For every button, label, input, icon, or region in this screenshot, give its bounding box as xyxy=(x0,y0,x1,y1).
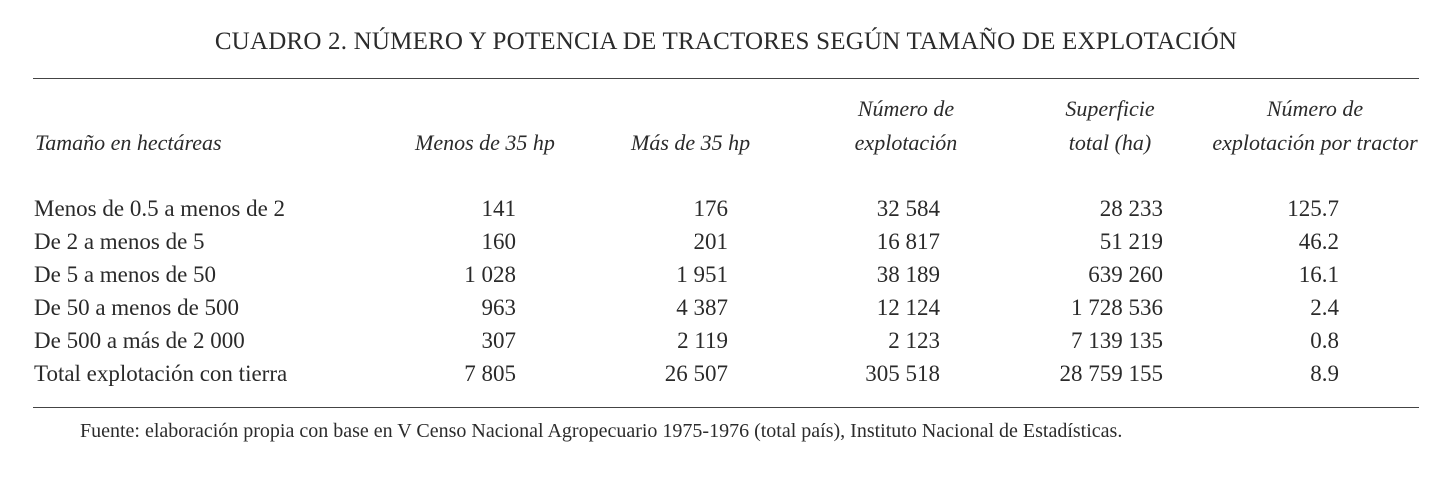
cell-more-35hp: 176 xyxy=(693,196,729,221)
table-row: De 500 a más de 2 000 307 2 119 2 123 7 … xyxy=(0,324,1442,357)
cell-area: 28 233 xyxy=(1099,196,1163,221)
table-row: De 2 a menos de 5 160 201 16 817 51 219 … xyxy=(0,225,1442,258)
row-label: De 500 a más de 2 000 xyxy=(34,328,245,353)
table-row-total: Total explotación con tierra 7 805 26 50… xyxy=(0,357,1442,390)
header-size: Tamaño en hectáreas xyxy=(35,130,222,155)
cell-per-tractor: 0.8 xyxy=(1310,328,1339,353)
cell-more-35hp: 1 951 xyxy=(676,262,728,287)
row-label: De 2 a menos de 5 xyxy=(34,229,205,254)
bottom-rule xyxy=(33,407,1419,408)
cell-more-35hp: 201 xyxy=(693,229,729,254)
cell-farms: 2 123 xyxy=(888,328,940,353)
cell-less-35hp: 963 xyxy=(481,295,517,320)
row-label: Menos de 0.5 a menos de 2 xyxy=(34,196,286,221)
header-farms-line1: Número de xyxy=(857,96,955,121)
cell-farms: 16 817 xyxy=(876,229,940,254)
cell-farms: 12 124 xyxy=(876,295,940,320)
header-more-35hp: Más de 35 hp xyxy=(631,130,751,155)
table-title: CUADRO 2. NÚMERO Y POTENCIA DE TRACTORES… xyxy=(214,28,1238,55)
cell-per-tractor: 125.7 xyxy=(1287,196,1339,221)
table-row: De 50 a menos de 500 963 4 387 12 124 1 … xyxy=(0,291,1442,324)
cell-more-35hp: 4 387 xyxy=(676,295,728,320)
cell-area: 7 139 135 xyxy=(1071,328,1163,353)
row-label: De 50 a menos de 500 xyxy=(34,295,240,320)
header-farms-line2: explotación xyxy=(854,130,958,155)
header-area-line1: Superficie xyxy=(1065,96,1155,121)
header-per-tractor-line2: explotación por tractor xyxy=(1212,130,1418,155)
cell-area: 51 219 xyxy=(1099,229,1163,254)
cell-farms: 38 189 xyxy=(876,262,940,287)
cell-per-tractor: 16.1 xyxy=(1298,262,1339,287)
cell-area: 28 759 155 xyxy=(1059,361,1164,386)
cell-per-tractor: 2.4 xyxy=(1310,295,1339,320)
cell-farms: 305 518 xyxy=(865,361,940,386)
table-row: Menos de 0.5 a menos de 2 141 176 32 584… xyxy=(0,192,1442,225)
top-rule xyxy=(33,78,1419,79)
cell-more-35hp: 2 119 xyxy=(677,328,728,353)
cell-area: 1 728 536 xyxy=(1071,295,1163,320)
cell-less-35hp: 307 xyxy=(481,328,517,353)
cell-less-35hp: 7 805 xyxy=(464,361,516,386)
cell-per-tractor: 8.9 xyxy=(1310,361,1339,386)
header-less-35hp: Menos de 35 hp xyxy=(415,130,555,155)
cell-per-tractor: 46.2 xyxy=(1298,229,1339,254)
cell-less-35hp: 1 028 xyxy=(464,262,516,287)
cell-farms: 32 584 xyxy=(876,196,940,221)
row-label: Total explotación con tierra xyxy=(34,361,288,386)
row-label: De 5 a menos de 50 xyxy=(34,262,217,287)
header-area-line2: total (ha) xyxy=(1068,130,1152,155)
source-note: Fuente: elaboración propia con base en V… xyxy=(80,420,1123,442)
header-per-tractor-line1: Número de xyxy=(1266,96,1364,121)
cell-less-35hp: 160 xyxy=(481,229,517,254)
cell-more-35hp: 26 507 xyxy=(664,361,728,386)
table-row: De 5 a menos de 50 1 028 1 951 38 189 63… xyxy=(0,258,1442,291)
cell-less-35hp: 141 xyxy=(481,196,517,221)
cell-area: 639 260 xyxy=(1088,262,1163,287)
